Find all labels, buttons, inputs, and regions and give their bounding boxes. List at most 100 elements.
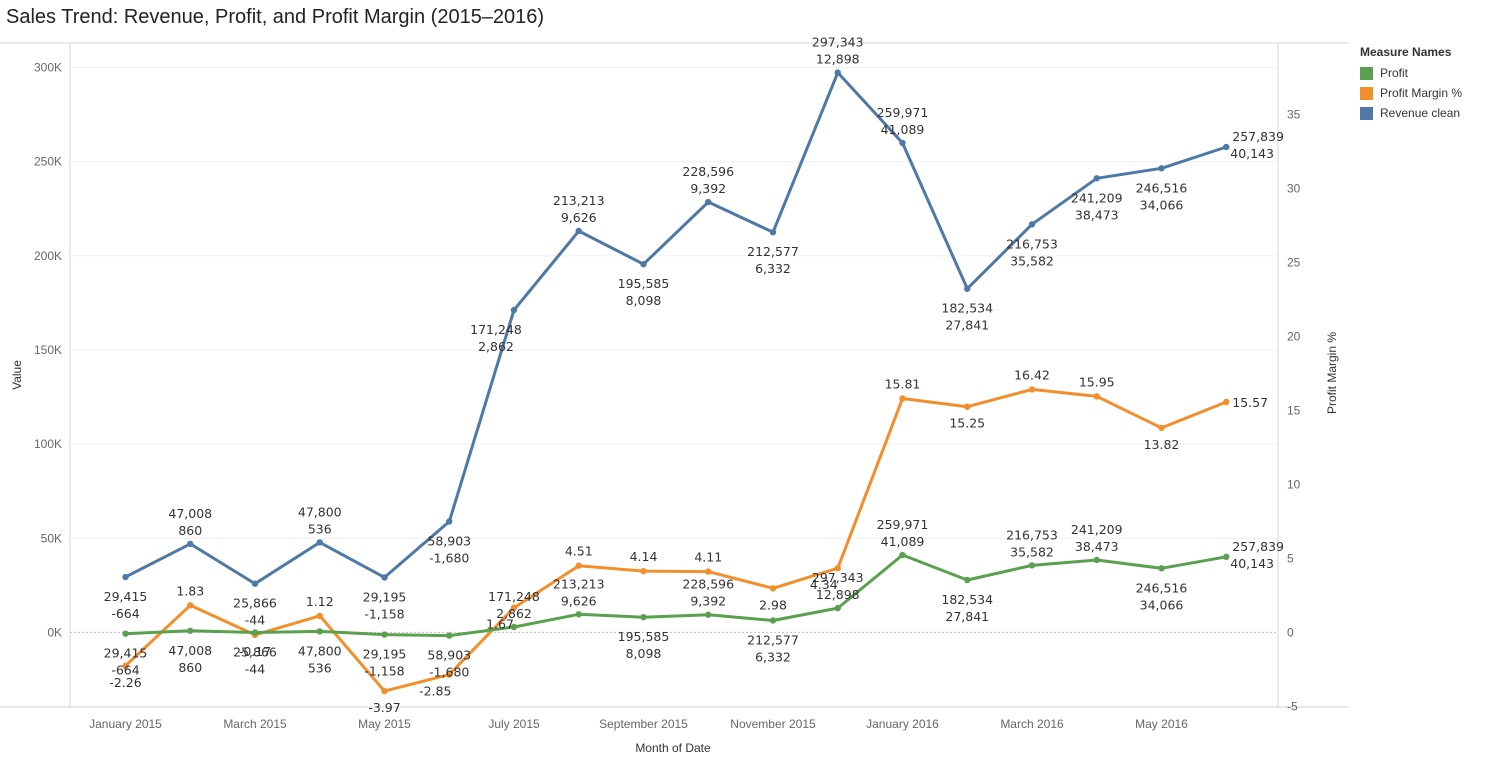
profit-margin-label: -3.97 [368, 700, 400, 715]
y-tick-label: 200K [34, 249, 62, 263]
revenue-clean-label-top: 25,866 [233, 596, 277, 611]
profit-label-top: 25,866 [233, 644, 277, 659]
revenue-clean-label-top: 47,008 [168, 506, 212, 521]
y2-tick-label: 5 [1287, 551, 1294, 565]
profit-label-top: 182,534 [941, 592, 993, 607]
profit-label-bottom: -44 [245, 661, 265, 676]
revenue-clean-label-bottom: -44 [245, 613, 265, 628]
profit-label-top: 195,585 [618, 629, 670, 644]
revenue-clean-label-bottom: 6,332 [755, 261, 791, 276]
revenue-clean-label-bottom: -1,158 [364, 606, 404, 621]
revenue-clean-label-bottom: 38,473 [1075, 207, 1119, 222]
point-profit [510, 623, 518, 631]
x-axis-title: Month of Date [635, 741, 711, 755]
profit-margin-label: 4.34 [810, 577, 838, 592]
revenue-clean-label-bottom: 536 [308, 521, 332, 536]
profit-label-bottom: 8,098 [626, 646, 662, 661]
revenue-clean-label-top: 47,800 [298, 504, 342, 519]
y2-axis-title: Profit Margin % [1325, 332, 1339, 414]
point-revenue-clean [251, 580, 259, 587]
legend-item-profit[interactable]: Profit [1360, 63, 1462, 83]
y2-tick-label: 20 [1287, 329, 1301, 343]
profit-label-top: 259,971 [877, 517, 929, 532]
profit-margin-label: 2.98 [759, 597, 787, 612]
revenue-clean-label-bottom: 34,066 [1140, 197, 1184, 212]
point-profit-margin [834, 564, 841, 572]
x-tick-label: May 2016 [1135, 717, 1188, 731]
profit-label-top: 47,008 [168, 643, 212, 658]
point-profit-margin [122, 662, 129, 670]
revenue-clean-label-bottom: 27,841 [945, 318, 989, 333]
profit-margin-label: 13.82 [1144, 437, 1180, 452]
revenue-clean-label-top: 241,209 [1071, 190, 1123, 205]
x-tick-label: May 2015 [358, 717, 411, 731]
y2-tick-label: 30 [1287, 181, 1301, 195]
legend-title: Measure Names [1360, 45, 1452, 59]
revenue-clean-label-bottom: -1,680 [429, 551, 469, 566]
profit-label-bottom: 9,392 [690, 594, 726, 609]
point-revenue-clean [964, 285, 971, 292]
revenue-clean-label-top: 182,534 [941, 301, 993, 316]
profit-label-top: 29,195 [363, 647, 407, 662]
profit-label-bottom: 40,143 [1230, 556, 1274, 571]
profit-label-top: 228,596 [682, 577, 734, 592]
revenue-clean-label-bottom: 40,143 [1230, 146, 1274, 161]
point-revenue-clean [1158, 165, 1165, 172]
profit-label-top: 47,800 [298, 643, 342, 658]
point-profit-margin [1093, 393, 1100, 400]
profit-label-bottom: 34,066 [1140, 597, 1184, 612]
point-revenue-clean [1028, 221, 1036, 228]
y2-tick-label: 35 [1287, 108, 1301, 122]
profit-label-bottom: 2,862 [496, 606, 532, 621]
legend-label-profit: Profit [1380, 66, 1409, 80]
profit-label-bottom: 27,841 [945, 609, 989, 624]
revenue-clean-label-top: 297,343 [812, 35, 864, 50]
profit-label-bottom: 35,582 [1010, 544, 1054, 559]
profit-margin-label: 4.14 [630, 549, 658, 564]
profit-margin-label: 1.83 [176, 583, 204, 598]
revenue-clean-label-top: 257,839 [1232, 129, 1284, 144]
point-profit [575, 611, 582, 618]
profit-margin-label: 4.11 [694, 550, 722, 565]
revenue-clean-label-bottom: 41,089 [881, 122, 925, 137]
point-profit-margin [899, 395, 906, 402]
point-revenue-clean [316, 539, 323, 546]
point-profit-margin [316, 612, 323, 620]
legend-item-revenue-clean[interactable]: Revenue clean [1360, 103, 1462, 123]
point-profit-margin [1223, 398, 1230, 406]
profit-margin-label: 15.95 [1079, 374, 1115, 389]
point-profit [381, 631, 388, 638]
legend-label-profit-margin: Profit Margin % [1380, 86, 1463, 100]
revenue-clean-label-top: 259,971 [877, 105, 929, 120]
legend-item-profit-margin[interactable]: Profit Margin % [1360, 83, 1462, 103]
legend-swatch-profit-margin [1360, 86, 1373, 100]
legend-swatch-revenue-clean [1360, 106, 1373, 120]
y2-tick-label: -5 [1287, 699, 1298, 713]
revenue-clean-label-bottom: 9,626 [561, 210, 597, 225]
profit-margin-label: 4.51 [565, 544, 593, 559]
profit-label-bottom: -1,680 [429, 665, 469, 680]
point-profit [964, 576, 971, 584]
revenue-clean-label-bottom: 8,098 [626, 293, 662, 308]
profit-label-bottom: 536 [308, 660, 332, 675]
revenue-clean-label-top: 58,903 [427, 534, 471, 549]
profit-label-top: 212,577 [747, 632, 799, 647]
x-tick-label: January 2015 [89, 717, 162, 731]
point-revenue-clean [446, 518, 453, 525]
chart-title: Sales Trend: Revenue, Profit, and Profit… [6, 6, 545, 28]
profit-margin-label: -2.85 [419, 684, 451, 699]
revenue-clean-label-bottom: 35,582 [1010, 253, 1054, 268]
point-profit-margin [510, 604, 518, 611]
x-tick-label: July 2015 [488, 717, 540, 731]
revenue-clean-label-top: 195,585 [618, 276, 670, 291]
revenue-clean-label-top: 213,213 [553, 193, 605, 208]
profit-label-top: 257,839 [1232, 539, 1284, 554]
revenue-clean-label-top: 212,577 [747, 244, 799, 259]
series-line-profit [125, 553, 1227, 638]
revenue-clean-label-top: 228,596 [682, 164, 734, 179]
point-revenue-clean [1093, 175, 1100, 182]
x-tick-label: March 2016 [1000, 717, 1064, 731]
revenue-clean-label-bottom: 12,898 [816, 52, 860, 67]
point-revenue-clean [1223, 143, 1230, 151]
profit-label-top: 29,415 [104, 646, 148, 661]
